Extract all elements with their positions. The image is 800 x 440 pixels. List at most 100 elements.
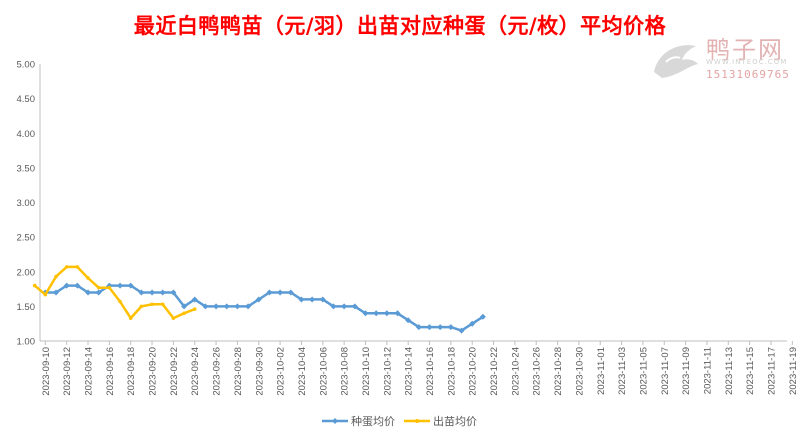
data-point xyxy=(128,316,133,320)
data-point xyxy=(234,303,241,310)
x-tick-label: 2023-10-14 xyxy=(404,347,415,396)
x-tick-label: 2023-10-20 xyxy=(468,347,479,396)
x-tick-label: 2023-10-24 xyxy=(510,347,521,396)
y-tick-label: 3.00 xyxy=(17,198,36,209)
legend: 种蛋均价 出苗均价 xyxy=(322,414,477,428)
data-point xyxy=(373,310,380,317)
data-point xyxy=(426,324,433,331)
series-1 xyxy=(42,282,486,334)
legend-item-1: 种蛋均价 xyxy=(322,414,395,428)
x-tick-label: 2023-10-06 xyxy=(318,347,329,396)
data-point xyxy=(75,265,80,269)
series-line xyxy=(33,265,196,320)
y-tick-label: 2.50 xyxy=(17,233,36,244)
data-point xyxy=(202,303,209,310)
data-point xyxy=(181,303,188,310)
x-tick-label: 2023-11-15 xyxy=(745,347,756,395)
x-tick-label: 2023-11-09 xyxy=(681,347,692,395)
data-point xyxy=(117,282,124,289)
y-tick-label: 2.00 xyxy=(17,267,36,278)
data-point xyxy=(171,316,176,320)
x-tick-label: 2023-09-22 xyxy=(169,347,180,396)
chart-title: 最近白鸭鸭苗（元/羽）出苗对应种蛋（元/枚）平均价格 xyxy=(133,14,667,38)
x-tick-label: 2023-11-17 xyxy=(766,347,777,395)
data-point xyxy=(32,283,37,288)
legend-marker xyxy=(415,419,419,423)
y-tick-label: 3.50 xyxy=(17,163,36,174)
x-tick-label: 2023-11-19 xyxy=(788,347,799,395)
data-point xyxy=(405,317,412,324)
watermark-brand: 鸭子网 xyxy=(706,36,784,64)
y-tick-label: 1.50 xyxy=(17,302,36,313)
data-point xyxy=(469,320,476,327)
data-point xyxy=(277,289,284,296)
data-point xyxy=(479,313,486,320)
data-point xyxy=(150,302,154,307)
duck-logo-icon xyxy=(654,45,698,78)
data-point xyxy=(127,282,134,289)
series-2 xyxy=(32,265,197,320)
x-tick-label: 2023-10-30 xyxy=(574,347,585,396)
x-tick-label: 2023-11-13 xyxy=(724,347,735,395)
x-tick-label: 2023-11-03 xyxy=(617,347,628,395)
x-tick-label: 2023-10-02 xyxy=(276,347,287,396)
data-point xyxy=(266,289,273,296)
x-tick-label: 2023-09-14 xyxy=(84,347,95,396)
x-tick-label: 2023-09-30 xyxy=(254,347,265,396)
y-tick-label: 4.00 xyxy=(17,129,36,140)
data-point xyxy=(85,289,92,296)
y-axis: 5.00 4.50 4.00 3.50 3.00 2.50 2.00 1.50 1.00 xyxy=(17,60,41,348)
x-tick-label: 2023-10-28 xyxy=(553,347,564,396)
data-point xyxy=(95,289,102,296)
data-point xyxy=(86,276,90,280)
legend-label: 种蛋均价 xyxy=(351,414,395,428)
data-point xyxy=(319,296,326,303)
y-tick-label: 5.00 xyxy=(17,60,36,71)
x-tick-label: 2023-09-16 xyxy=(105,347,116,396)
data-point xyxy=(415,324,422,331)
x-tick-label: 2023-09-12 xyxy=(62,347,73,396)
data-point xyxy=(437,324,444,331)
watermark-site: WWW.INTEOC.COM xyxy=(706,58,788,66)
data-point xyxy=(362,310,369,317)
x-tick-label: 2023-09-28 xyxy=(233,347,244,396)
data-point xyxy=(341,303,348,310)
x-tick-label: 2023-09-18 xyxy=(126,347,137,396)
data-point xyxy=(309,296,316,303)
data-point xyxy=(118,299,122,304)
data-point xyxy=(149,289,156,296)
y-tick-label: 1.00 xyxy=(17,337,36,348)
legend-label: 出苗均价 xyxy=(433,414,477,428)
data-point xyxy=(447,324,454,331)
data-point xyxy=(53,289,60,296)
x-tick-label: 2023-11-07 xyxy=(660,347,671,395)
data-point xyxy=(394,310,401,317)
x-tick-label: 2023-10-04 xyxy=(297,347,308,396)
data-point xyxy=(43,292,48,297)
data-point xyxy=(298,296,305,303)
data-point xyxy=(139,304,144,309)
data-point xyxy=(458,327,465,334)
x-tick-label: 2023-09-26 xyxy=(212,347,223,396)
data-point xyxy=(74,282,81,289)
x-tick-label: 2023-10-12 xyxy=(382,347,393,396)
x-tick-label: 2023-09-10 xyxy=(41,347,52,396)
data-point xyxy=(63,282,70,289)
x-tick-label: 2023-09-20 xyxy=(148,347,159,396)
data-point xyxy=(192,307,197,311)
x-tick-label: 2023-10-08 xyxy=(340,347,351,396)
data-point xyxy=(213,303,220,310)
x-axis: 2023-09-10 2023-09-12 2023-09-14 2023-09-16… xyxy=(40,340,799,396)
x-tick-label: 2023-10-22 xyxy=(489,347,500,396)
x-tick-label: 2023-10-10 xyxy=(361,347,372,396)
data-point xyxy=(96,285,101,290)
data-point xyxy=(64,265,69,269)
data-point xyxy=(330,303,337,310)
data-point xyxy=(182,311,186,316)
series-layer xyxy=(32,265,486,334)
watermark-phone: 15131069765 xyxy=(706,68,790,81)
data-point xyxy=(160,302,165,307)
data-point xyxy=(255,296,262,303)
x-tick-label: 2023-10-18 xyxy=(446,347,457,396)
